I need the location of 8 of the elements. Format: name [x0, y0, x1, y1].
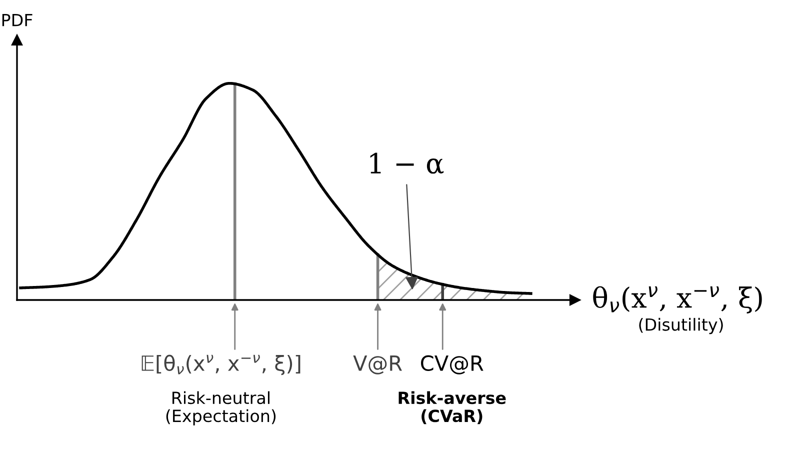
- text: 𝔼[θ$_{ν}$(x$^{ν}$, x$^{−ν}$, ξ)]: [142, 354, 300, 376]
- y-axis-title: PDF: [2, 14, 32, 26]
- text: Risk-neutral (Expectation): [166, 391, 276, 426]
- annotation: 1 − α: [370, 152, 444, 174]
- text: CV@R: [421, 355, 484, 374]
- x-axis-title: θ$_{ν}$(x$^{ν}$, x$^{−ν}$, ξ) (Disutility): [593, 286, 762, 334]
- text: V@R: [353, 356, 402, 374]
- text: Risk-averse (CVaR): [398, 391, 506, 424]
